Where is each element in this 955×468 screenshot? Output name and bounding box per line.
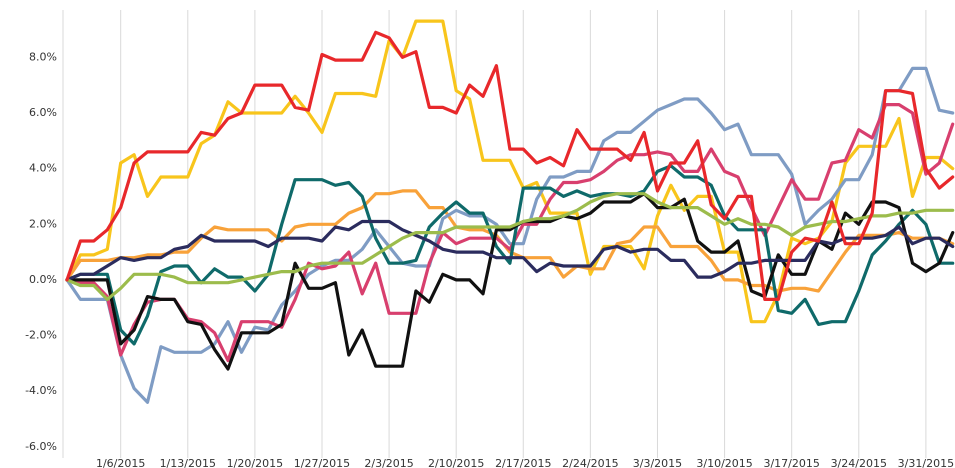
y-tick-label: 6.0% (29, 106, 57, 119)
series-line (65, 189, 955, 293)
x-tick-label: 3/10/2015 (696, 457, 752, 468)
x-tick-label: 1/27/2015 (294, 457, 350, 468)
series-line (65, 103, 955, 363)
x-tick-label: 3/31/2015 (898, 457, 954, 468)
x-tick-label: 1/13/2015 (160, 457, 216, 468)
y-tick-label: 4.0% (29, 162, 57, 175)
series-line (65, 66, 955, 404)
x-tick-label: 2/10/2015 (428, 457, 484, 468)
x-tick-label: 2/24/2015 (562, 457, 618, 468)
x-tick-label: 2/3/2015 (364, 457, 413, 468)
series-line (65, 219, 955, 282)
y-tick-label: -4.0% (25, 384, 57, 397)
y-tick-label: -6.0% (25, 440, 57, 453)
x-tick-label: 1/6/2015 (96, 457, 145, 468)
x-tick-label: 3/17/2015 (763, 457, 819, 468)
y-tick-label: 2.0% (29, 217, 57, 230)
series-line (65, 192, 955, 301)
x-tick-label: 3/24/2015 (831, 457, 887, 468)
x-tick-label: 2/17/2015 (495, 457, 551, 468)
y-tick-label: 0.0% (29, 273, 57, 286)
y-tick-label: -2.0% (25, 329, 57, 342)
series-line (65, 192, 955, 371)
x-tick-label: 1/20/2015 (227, 457, 283, 468)
series-line (65, 164, 955, 346)
y-tick-label: 8.0% (29, 50, 57, 63)
x-tick-label: 3/3/2015 (633, 457, 682, 468)
series-line (65, 30, 955, 301)
series-line (65, 19, 955, 324)
